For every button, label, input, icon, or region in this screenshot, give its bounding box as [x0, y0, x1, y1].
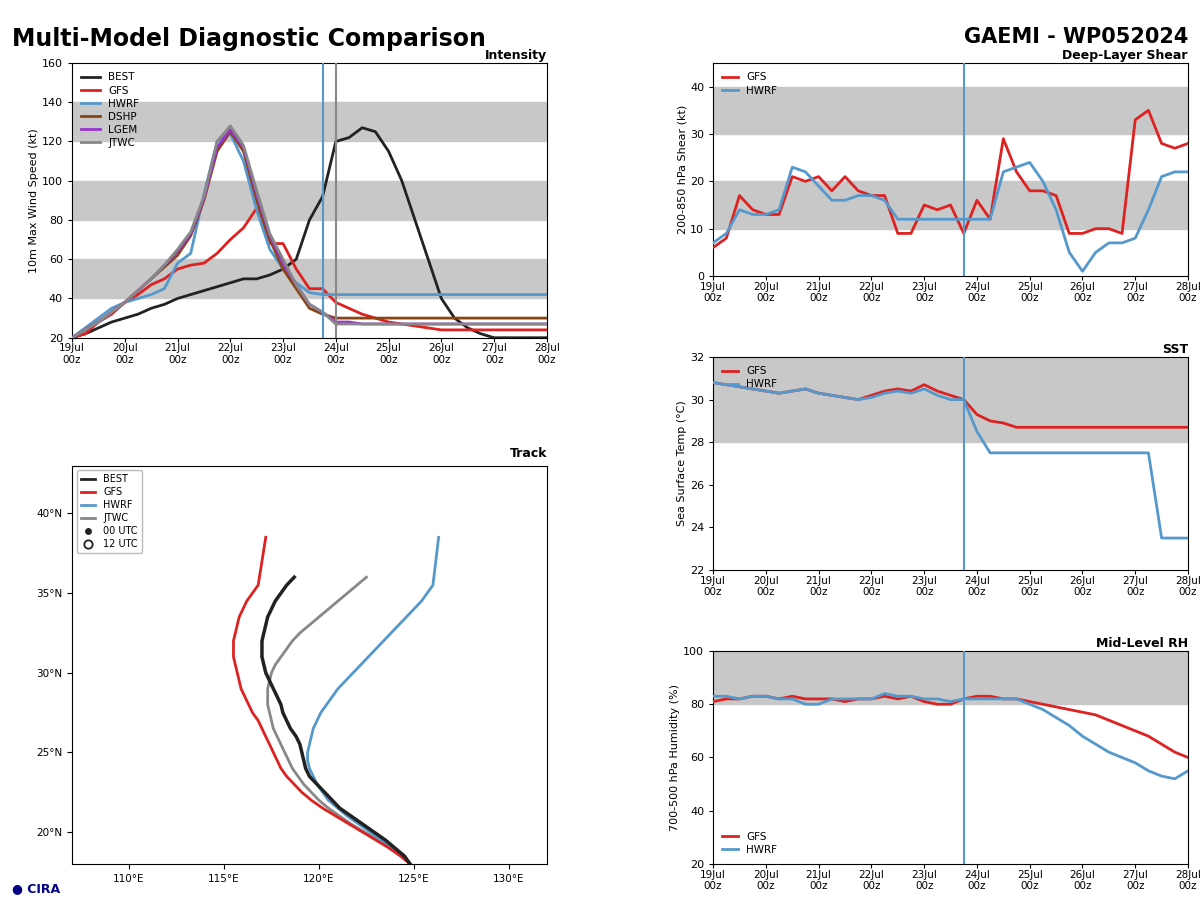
Text: GAEMI - WP052024: GAEMI - WP052024 [964, 27, 1188, 47]
Bar [713, 357, 1188, 442]
Y-axis label: Sea Surface Temp (°C): Sea Surface Temp (°C) [677, 400, 688, 526]
Legend: BEST, GFS, HWRF, DSHP, LGEM, JTWC: BEST, GFS, HWRF, DSHP, LGEM, JTWC [77, 68, 144, 152]
Bar [72, 259, 547, 299]
Y-axis label: 200-850 hPa Shear (kt): 200-850 hPa Shear (kt) [677, 105, 688, 234]
Text: Deep-Layer Shear: Deep-Layer Shear [1062, 49, 1188, 62]
Text: SST: SST [1162, 343, 1188, 356]
Bar [72, 103, 547, 141]
Bar [713, 86, 1188, 134]
Legend: GFS, HWRF: GFS, HWRF [719, 827, 781, 859]
Legend: GFS, HWRF: GFS, HWRF [719, 362, 781, 393]
Y-axis label: 10m Max Wind Speed (kt): 10m Max Wind Speed (kt) [29, 128, 40, 273]
Bar [713, 651, 1188, 704]
Text: Multi-Model Diagnostic Comparison: Multi-Model Diagnostic Comparison [12, 27, 486, 51]
Bar [713, 182, 1188, 229]
Text: Track: Track [509, 447, 547, 460]
Legend: BEST, GFS, HWRF, JTWC, 00 UTC, 12 UTC: BEST, GFS, HWRF, JTWC, 00 UTC, 12 UTC [77, 471, 142, 553]
Bar [72, 181, 547, 220]
Y-axis label: 700-500 hPa Humidity (%): 700-500 hPa Humidity (%) [671, 684, 680, 831]
Legend: GFS, HWRF: GFS, HWRF [719, 68, 781, 100]
Text: ● CIRA: ● CIRA [12, 883, 60, 896]
Text: Intensity: Intensity [485, 49, 547, 62]
Text: Mid-Level RH: Mid-Level RH [1096, 637, 1188, 650]
